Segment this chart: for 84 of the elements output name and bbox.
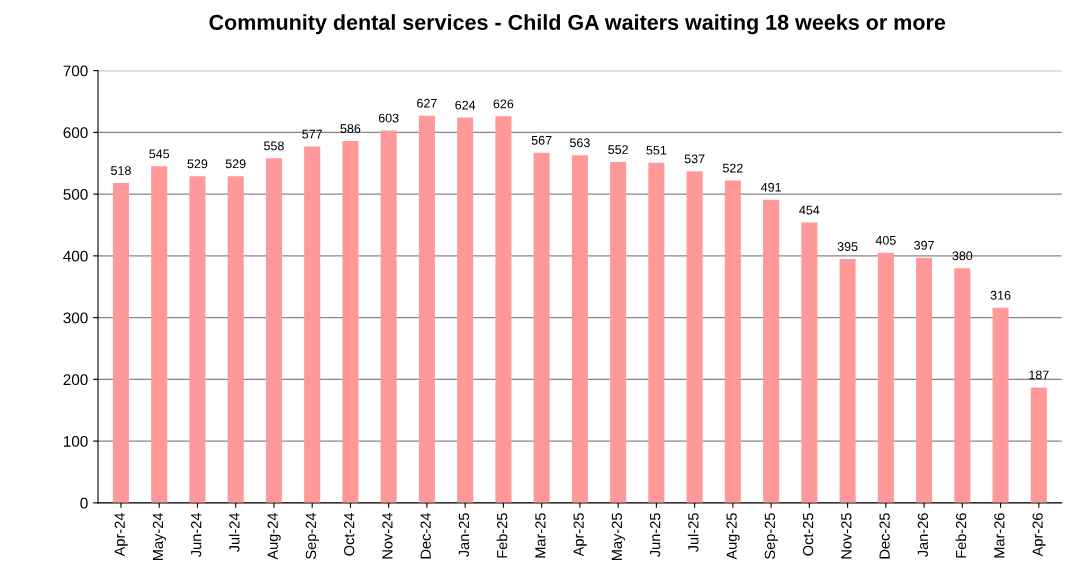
x-tick-label: Jan-25 (458, 513, 470, 557)
x-tick-label: Feb-26 (955, 513, 967, 558)
data-label: 545 (149, 149, 170, 159)
bar (457, 117, 474, 503)
bar (686, 171, 703, 503)
bar (801, 222, 818, 503)
data-label: 626 (493, 99, 514, 109)
bar (227, 176, 244, 503)
x-tick-label: Nov-24 (382, 513, 393, 559)
x-tick-label: Dec-25 (879, 513, 890, 559)
x-tick-label: Jun-25 (649, 513, 661, 557)
data-label: 405 (875, 235, 896, 245)
x-tick-label: Apr-25 (573, 513, 587, 557)
data-label: 627 (417, 98, 437, 108)
bar (648, 162, 665, 503)
y-tick-label: 200 (63, 374, 88, 386)
y-tick-label: 400 (63, 250, 88, 262)
y-tick-label: 0 (80, 497, 88, 509)
data-label: 567 (531, 135, 552, 145)
x-tick-label: May-24 (152, 513, 166, 560)
data-label: 316 (990, 290, 1011, 300)
data-label: 529 (187, 159, 208, 169)
data-label: 187 (1029, 370, 1049, 380)
bar (189, 176, 206, 503)
x-tick-label: Aug-25 (726, 513, 740, 560)
bar (916, 257, 933, 503)
chart-title: Community dental services - Child GA waiters waiting 18 weeks or more (209, 14, 946, 35)
x-tick-label: Mar-25 (535, 513, 546, 558)
x-tick-label: May-25 (611, 513, 625, 560)
x-tick-label: Jan-26 (917, 513, 929, 557)
data-label: 454 (799, 205, 820, 215)
bar (151, 166, 168, 503)
data-label: 518 (111, 166, 131, 175)
data-label: 395 (837, 242, 858, 251)
y-tick-label: 600 (63, 127, 88, 139)
bar (1030, 387, 1047, 503)
bar (265, 158, 282, 503)
x-tick-label: Jul-25 (687, 513, 699, 553)
data-label: 552 (608, 145, 628, 154)
x-tick-label: Dec-24 (420, 513, 431, 559)
x-tick-label: Apr-26 (1032, 513, 1046, 557)
y-tick-label: 500 (63, 188, 88, 200)
bar (380, 130, 397, 503)
x-tick-label: Nov-25 (841, 513, 852, 559)
data-label: 563 (569, 138, 590, 148)
data-label: 522 (722, 163, 743, 173)
bar (342, 141, 359, 503)
bar (610, 162, 627, 503)
bar (495, 116, 512, 503)
bar (304, 146, 321, 503)
x-tick-label: Jun-24 (191, 513, 202, 557)
data-label: 491 (760, 182, 781, 192)
data-label: 624 (455, 100, 476, 110)
bar (724, 180, 741, 503)
data-label: 577 (302, 129, 322, 139)
x-tick-label: Mar-26 (994, 513, 1005, 558)
bar (418, 115, 435, 503)
data-label: 380 (952, 251, 973, 261)
x-tick-label: Oct-24 (344, 513, 355, 556)
y-tick-label: 100 (63, 435, 88, 447)
x-tick-label: Sep-25 (764, 513, 778, 559)
bar (992, 307, 1009, 503)
bar (533, 152, 550, 503)
y-tick-label: 300 (63, 312, 88, 324)
bar (877, 252, 894, 503)
x-tick-label: Oct-25 (802, 513, 814, 556)
bar (763, 199, 780, 503)
x-tick-label: Feb-25 (496, 513, 508, 558)
bar (839, 258, 856, 503)
data-label: 537 (684, 154, 705, 164)
data-label: 558 (264, 141, 284, 151)
data-label: 529 (225, 159, 246, 169)
data-label: 551 (646, 145, 667, 155)
bar (954, 268, 971, 503)
x-tick-label: Apr-24 (114, 513, 128, 557)
bar (571, 155, 588, 503)
data-label: 397 (914, 240, 934, 250)
bar (112, 183, 129, 503)
data-label: 586 (340, 124, 361, 133)
data-label: 603 (378, 113, 399, 123)
x-tick-label: Jul-24 (228, 513, 240, 553)
x-tick-label: Sep-24 (305, 513, 319, 559)
y-tick-label: 700 (63, 65, 88, 77)
x-tick-label: Aug-24 (267, 513, 281, 560)
